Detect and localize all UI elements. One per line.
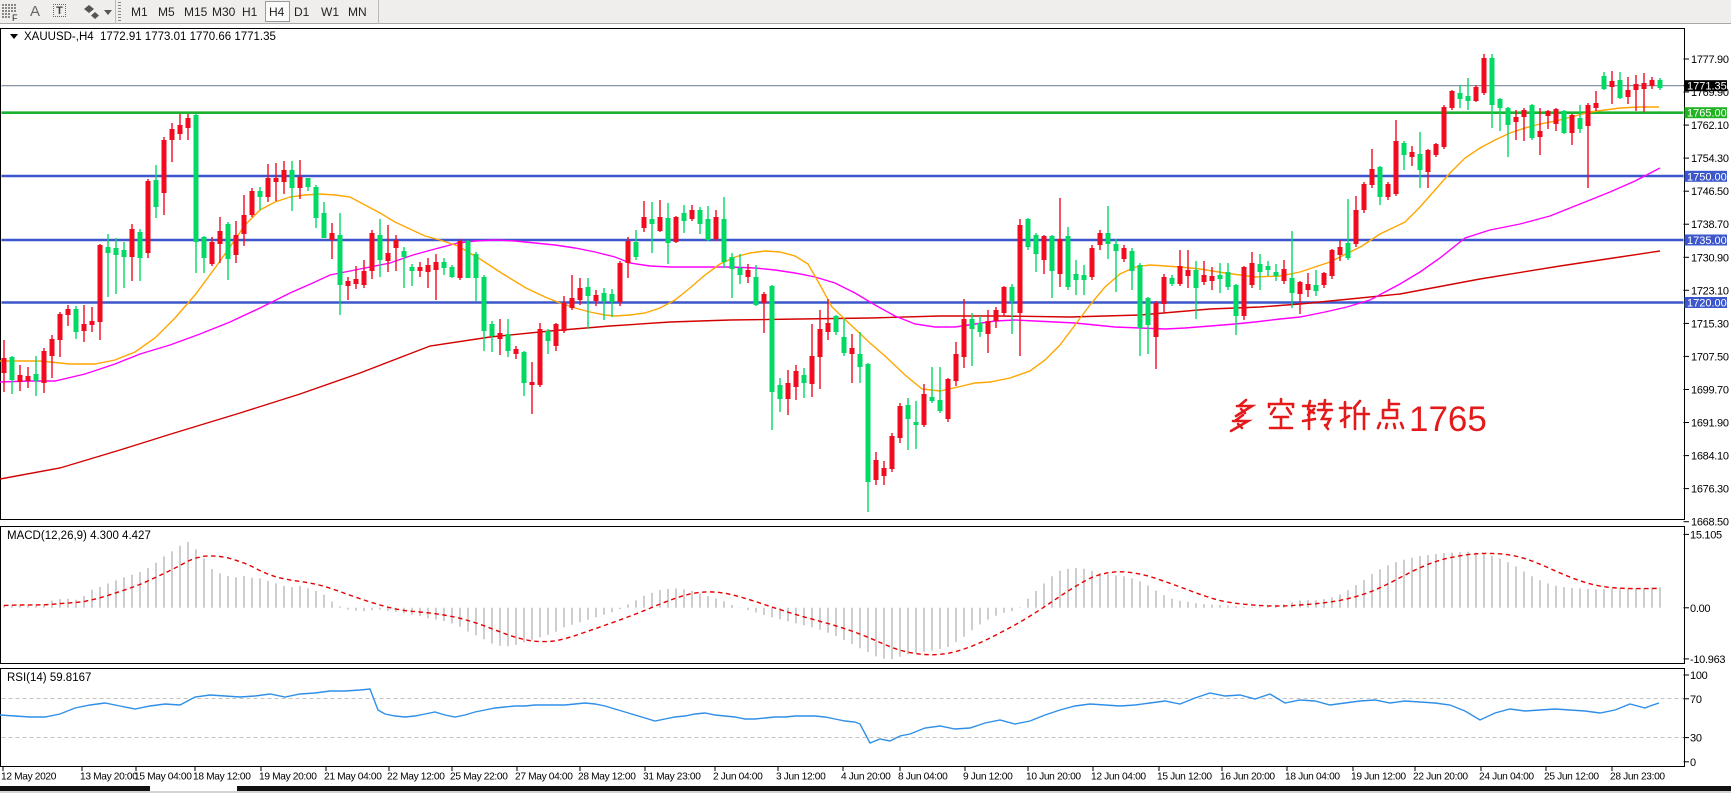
svg-text:1668.50: 1668.50: [1691, 517, 1729, 529]
svg-text:RSI(14) 59.8167: RSI(14) 59.8167: [7, 672, 91, 684]
svg-text:1723.10: 1723.10: [1691, 285, 1729, 297]
svg-text:1765: 1765: [1409, 400, 1487, 439]
svg-text:1771.35: 1771.35: [1687, 81, 1727, 93]
svg-text:1765.00: 1765.00: [1687, 108, 1727, 120]
svg-text:1754.30: 1754.30: [1691, 153, 1729, 165]
svg-text:8 Jun 04:00: 8 Jun 04:00: [898, 772, 948, 783]
svg-text:18 May 12:00: 18 May 12:00: [193, 772, 251, 783]
svg-text:1746.50: 1746.50: [1691, 186, 1729, 198]
svg-text:0: 0: [1690, 757, 1696, 769]
svg-text:1762.10: 1762.10: [1691, 120, 1729, 132]
svg-text:10 Jun 20:00: 10 Jun 20:00: [1026, 772, 1081, 783]
svg-text:9 Jun 12:00: 9 Jun 12:00: [963, 772, 1013, 783]
svg-text:1738.70: 1738.70: [1691, 219, 1729, 231]
svg-text:1777.90: 1777.90: [1691, 54, 1729, 66]
svg-text:16 Jun 20:00: 16 Jun 20:00: [1220, 772, 1275, 783]
svg-text:25 May 22:00: 25 May 22:00: [450, 772, 508, 783]
svg-text:1707.50: 1707.50: [1691, 351, 1729, 363]
svg-text:12 May 2020: 12 May 2020: [1, 772, 57, 783]
svg-text:30: 30: [1690, 733, 1702, 745]
svg-text:28 Jun 23:00: 28 Jun 23:00: [1610, 772, 1665, 783]
svg-text:1735.00: 1735.00: [1687, 235, 1727, 247]
svg-text:1730.90: 1730.90: [1691, 252, 1729, 264]
svg-text:1676.30: 1676.30: [1691, 484, 1729, 496]
svg-text:27 May 04:00: 27 May 04:00: [515, 772, 573, 783]
svg-text:12 Jun 04:00: 12 Jun 04:00: [1091, 772, 1146, 783]
svg-text:MACD(12,26,9) 4.300 4.427: MACD(12,26,9) 4.300 4.427: [7, 530, 151, 542]
svg-text:19 May 20:00: 19 May 20:00: [259, 772, 317, 783]
svg-text:15.105: 15.105: [1690, 529, 1722, 541]
svg-text:22 May 12:00: 22 May 12:00: [387, 772, 445, 783]
svg-text:1720.00: 1720.00: [1687, 298, 1727, 310]
svg-text:1684.10: 1684.10: [1691, 451, 1729, 463]
svg-text:70: 70: [1690, 694, 1702, 706]
svg-text:25 Jun 12:00: 25 Jun 12:00: [1544, 772, 1599, 783]
svg-text:28 May 12:00: 28 May 12:00: [578, 772, 636, 783]
svg-text:1750.00: 1750.00: [1687, 171, 1727, 183]
svg-text:15 Jun 12:00: 15 Jun 12:00: [1157, 772, 1212, 783]
svg-text:0.00: 0.00: [1690, 603, 1710, 615]
svg-text:1715.30: 1715.30: [1691, 318, 1729, 330]
svg-text:13 May 20:00: 13 May 20:00: [80, 772, 138, 783]
svg-text:4 Jun 20:00: 4 Jun 20:00: [841, 772, 891, 783]
svg-text:100: 100: [1690, 670, 1708, 682]
svg-text:-10.963: -10.963: [1690, 654, 1725, 666]
svg-text:22 Jun 20:00: 22 Jun 20:00: [1413, 772, 1468, 783]
svg-text:3 Jun 12:00: 3 Jun 12:00: [776, 772, 826, 783]
svg-text:21 May 04:00: 21 May 04:00: [324, 772, 382, 783]
svg-text:1691.90: 1691.90: [1691, 418, 1729, 430]
svg-text:15 May 04:00: 15 May 04:00: [134, 772, 192, 783]
svg-text:2 Jun 04:00: 2 Jun 04:00: [713, 772, 763, 783]
svg-text:1699.70: 1699.70: [1691, 385, 1729, 397]
svg-text:XAUUSD-,H4 1772.91 1773.01 17: XAUUSD-,H4 1772.91 1773.01 1770.66 1771.…: [24, 31, 276, 43]
svg-text:24 Jun 04:00: 24 Jun 04:00: [1479, 772, 1534, 783]
svg-text:18 Jun 04:00: 18 Jun 04:00: [1285, 772, 1340, 783]
svg-text:31 May 23:00: 31 May 23:00: [643, 772, 701, 783]
svg-text:F: F: [12, 13, 18, 22]
svg-text:19 Jun 12:00: 19 Jun 12:00: [1351, 772, 1406, 783]
